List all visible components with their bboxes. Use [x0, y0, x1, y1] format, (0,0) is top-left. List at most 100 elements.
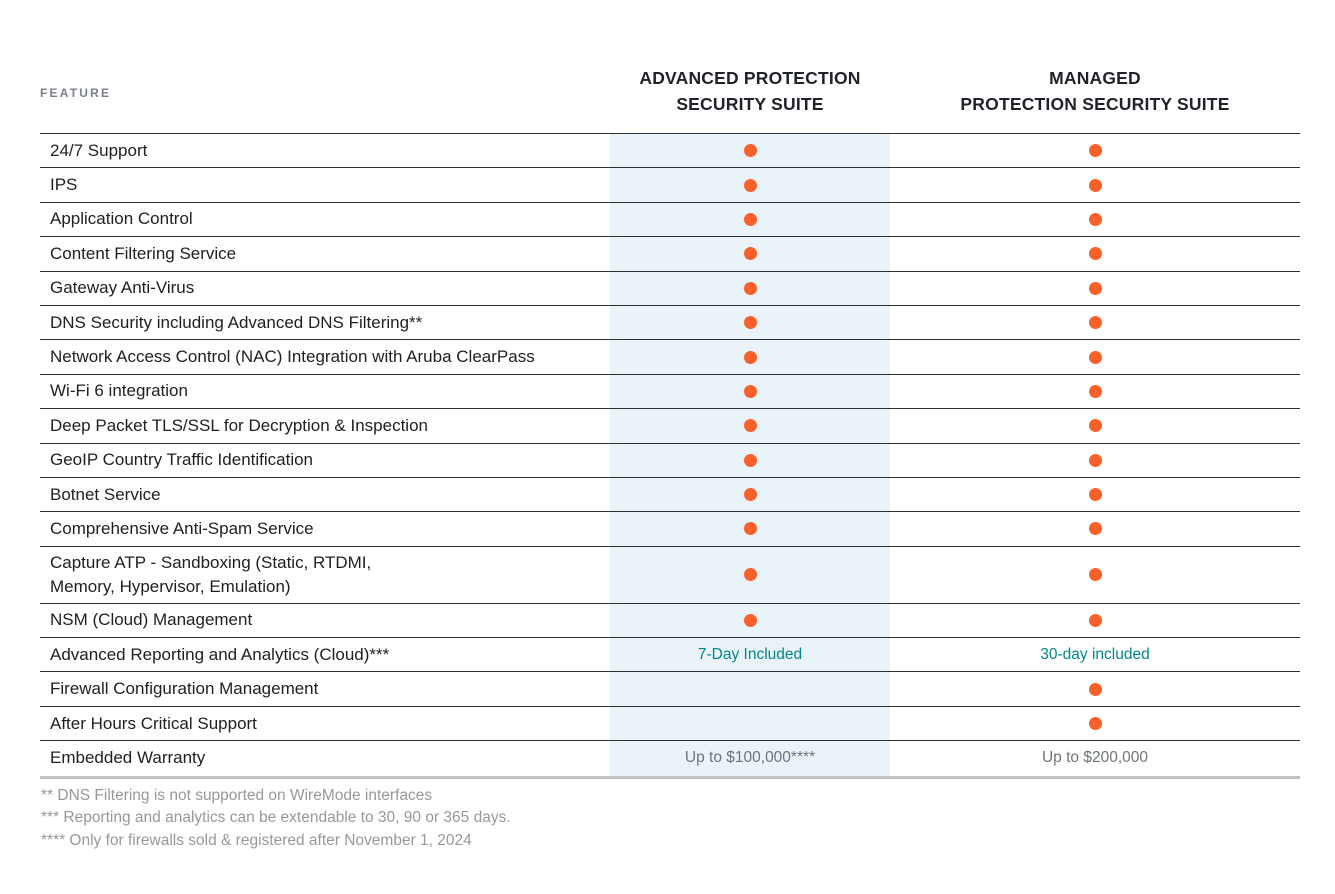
cell-value: 7-Day Included [697, 645, 803, 663]
advanced-suite-cell [610, 603, 890, 638]
advanced-suite-cell [610, 134, 890, 168]
managed-suite-cell [890, 306, 1300, 339]
feature-name: Botnet Service [50, 484, 161, 504]
included-dot-icon [1088, 419, 1102, 433]
feature-name: Firewall Configuration Management [50, 679, 319, 699]
managed-suite-cell: 30-day included [890, 638, 1300, 671]
feature-name: Comprehensive Anti-Spam Service [50, 518, 314, 538]
included-dot-icon [1088, 522, 1102, 536]
advanced-suite-cell [610, 546, 890, 603]
cell-value: Up to $100,000**** [684, 749, 816, 767]
advanced-suite-cell [610, 706, 890, 741]
included-dot-icon [743, 453, 757, 467]
advanced-suite-cell [610, 477, 890, 512]
cell-value: Up to $200,000 [1041, 749, 1148, 767]
table-row: DNS Security including Advanced DNS Filt… [40, 305, 1300, 341]
feature-name: IPS [50, 175, 78, 195]
included-dot-icon [743, 384, 757, 398]
feature-name: Application Control [50, 209, 193, 229]
included-dot-icon [743, 419, 757, 433]
advanced-suite-cell [610, 512, 890, 546]
included-dot-icon [1088, 613, 1102, 627]
table-row: NSM (Cloud) Management [40, 603, 1300, 639]
feature-name: Deep Packet TLS/SSL for Decryption & Ins… [50, 415, 428, 435]
included-dot-icon [743, 178, 757, 192]
feature-column-label: FEATURE [40, 86, 112, 100]
advanced-suite-cell [610, 237, 890, 271]
table-row: Comprehensive Anti-Spam Service [40, 512, 1300, 547]
managed-suite-cell [890, 672, 1300, 705]
advanced-suite-cell [610, 443, 890, 477]
feature-name: Network Access Control (NAC) Integration… [50, 347, 535, 367]
table-header: FEATURE ADVANCED PROTECTION SECURITY SUI… [40, 0, 1300, 133]
included-dot-icon [1088, 212, 1102, 226]
feature-name: Capture ATP - Sandboxing (Static, RTDMI,… [50, 552, 372, 596]
included-dot-icon [743, 281, 757, 295]
table-row: Advanced Reporting and Analytics (Cloud)… [40, 638, 1300, 673]
included-dot-icon [743, 488, 757, 502]
advanced-suite-cell: Up to $100,000**** [610, 741, 890, 776]
advanced-suite-cell: 7-Day Included [610, 638, 890, 672]
managed-suite-cell [890, 168, 1300, 201]
advanced-suite-cell [610, 271, 890, 305]
included-dot-icon [1088, 350, 1102, 364]
table-row: Deep Packet TLS/SSL for Decryption & Ins… [40, 409, 1300, 444]
table-row: GeoIP Country Traffic Identification [40, 443, 1300, 478]
advanced-suite-cell [610, 168, 890, 202]
managed-suite-cell [890, 478, 1300, 511]
managed-suite-cell [890, 409, 1300, 442]
managed-suite-cell [890, 340, 1300, 373]
feature-table: 24/7 Support IPS Application Control Conten… [40, 133, 1300, 779]
advanced-suite-cell [610, 202, 890, 237]
feature-name: 24/7 Support [50, 140, 148, 160]
table-row: After Hours Critical Support [40, 706, 1300, 742]
table-row: Wi-Fi 6 integration [40, 374, 1300, 410]
feature-name: Wi-Fi 6 integration [50, 381, 188, 401]
included-dot-icon [743, 144, 757, 158]
table-row: Content Filtering Service [40, 237, 1300, 272]
column-header-advanced-protection: ADVANCED PROTECTION SECURITY SUITE [639, 68, 861, 114]
included-dot-icon [1088, 178, 1102, 192]
included-dot-icon [1088, 717, 1102, 731]
managed-suite-cell [890, 444, 1300, 477]
table-row: 24/7 Support [40, 134, 1300, 169]
table-row: IPS [40, 168, 1300, 203]
table-row: Firewall Configuration Management [40, 672, 1300, 707]
included-dot-icon [743, 316, 757, 330]
table-row: Capture ATP - Sandboxing (Static, RTDMI,… [40, 546, 1300, 604]
footnotes: ** DNS Filtering is not supported on Wir… [40, 785, 1300, 853]
managed-suite-cell [890, 547, 1300, 603]
table-row: Gateway Anti-Virus [40, 271, 1300, 306]
advanced-suite-cell [610, 409, 890, 443]
comparison-sheet: FEATURE ADVANCED PROTECTION SECURITY SUI… [40, 0, 1300, 852]
managed-suite-cell [890, 272, 1300, 305]
feature-name: Embedded Warranty [50, 748, 206, 768]
feature-name: Advanced Reporting and Analytics (Cloud)… [50, 644, 390, 664]
included-dot-icon [1088, 247, 1102, 261]
managed-suite-cell [890, 134, 1300, 167]
included-dot-icon [1088, 144, 1102, 158]
included-dot-icon [743, 568, 757, 582]
included-dot-icon [743, 247, 757, 261]
included-dot-icon [1088, 316, 1102, 330]
included-dot-icon [743, 212, 757, 226]
table-row: Embedded Warranty Up to $100,000**** Up to… [40, 741, 1300, 776]
footnote-reporting-extendable: *** Reporting and analytics can be exten… [41, 809, 511, 827]
managed-suite-cell [890, 237, 1300, 270]
cell-value: 30-day included [1040, 645, 1150, 663]
managed-suite-cell [890, 375, 1300, 408]
advanced-suite-cell [610, 340, 890, 374]
table-body: 24/7 Support IPS Application Control Conten… [40, 134, 1300, 776]
included-dot-icon [743, 350, 757, 364]
feature-name: After Hours Critical Support [50, 713, 257, 733]
advanced-suite-cell [610, 672, 890, 706]
managed-suite-cell [890, 203, 1300, 236]
table-row: Botnet Service [40, 477, 1300, 513]
included-dot-icon [1088, 488, 1102, 502]
footnote-dns-filtering: ** DNS Filtering is not supported on Wir… [41, 786, 433, 804]
feature-name: DNS Security including Advanced DNS Filt… [50, 312, 423, 332]
managed-suite-cell [890, 707, 1300, 740]
included-dot-icon [1088, 281, 1102, 295]
feature-name: Content Filtering Service [50, 243, 237, 263]
managed-suite-cell [890, 604, 1300, 637]
